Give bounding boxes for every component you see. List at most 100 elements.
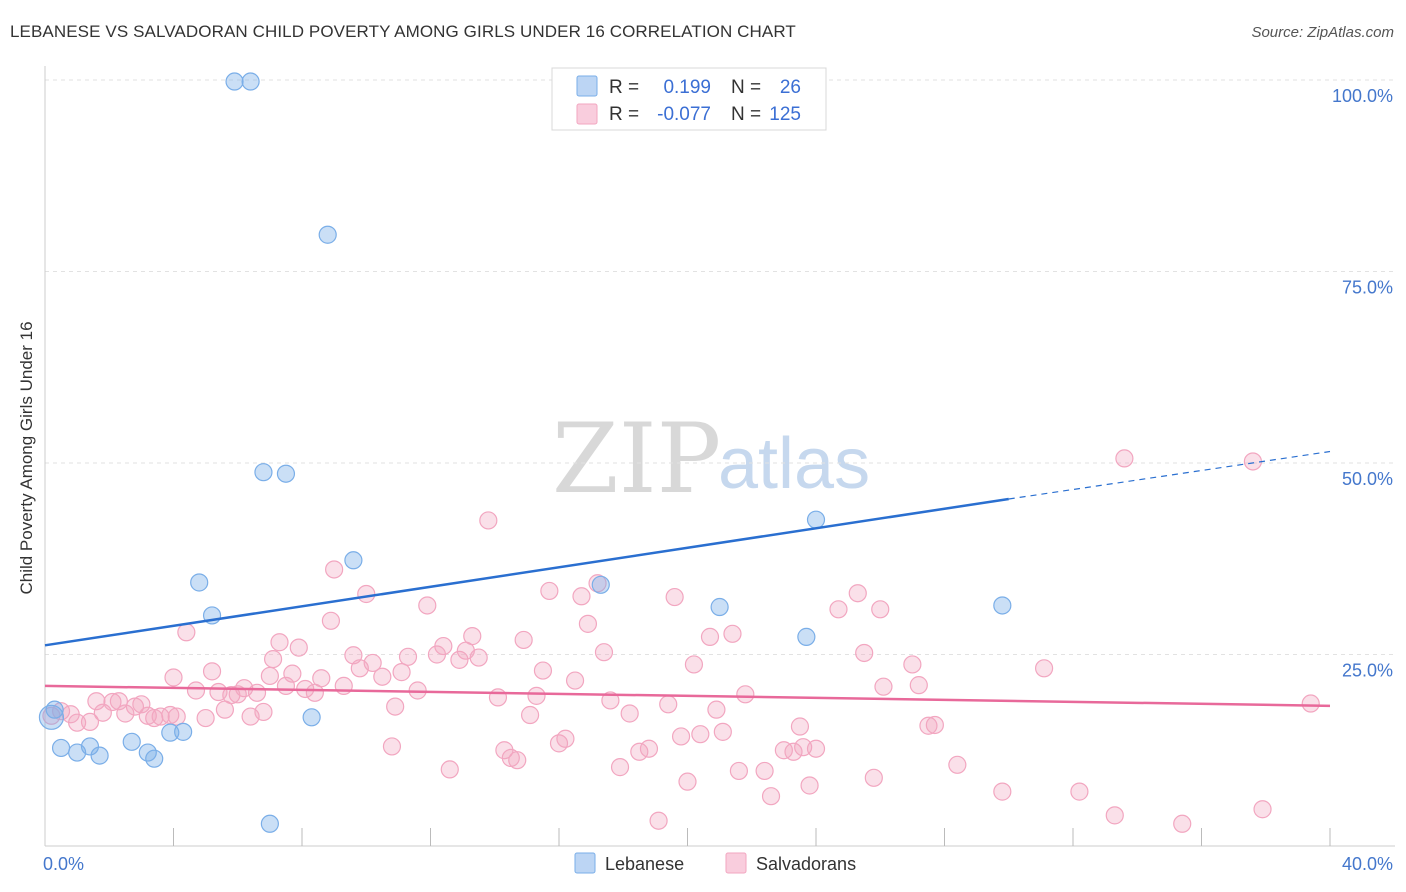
salvadoran-point-114 (993, 782, 1012, 801)
salvadoran-point-79 (620, 704, 639, 723)
salvadoran-point-77 (601, 691, 620, 710)
salvadoran-point-9 (116, 704, 135, 723)
lebanese-point-19 (344, 551, 363, 570)
lebanese-point-8 (161, 723, 180, 742)
lebanese-point-17 (302, 708, 321, 727)
salvadoran-point-64 (508, 751, 527, 770)
legend-n-value-2: 125 (769, 104, 801, 125)
lebanese-point-10 (190, 573, 209, 592)
legend-r-label-1: R = (609, 77, 639, 98)
salvadoran-point-11 (132, 695, 151, 714)
y-tick-label-2: 50.0% (1342, 469, 1393, 489)
lebanese-point-20 (591, 575, 610, 594)
axes (44, 66, 1395, 847)
salvadoran-point-5 (87, 692, 106, 711)
salvadoran-point-20 (196, 708, 215, 728)
salvadoran-point-49 (392, 663, 411, 682)
bottom-legend-lebanese: Lebanese (605, 854, 684, 874)
legend-r-value-2: -0.077 (657, 104, 711, 125)
salvadoran-point-32 (270, 633, 289, 652)
source-credit: Source: ZipAtlas.com (1251, 24, 1394, 41)
salvadoran-point-71 (556, 729, 575, 748)
salvadoran-point-66 (520, 705, 540, 725)
lebanese-point-13 (241, 72, 260, 91)
salvadoran-point-55 (440, 760, 459, 779)
salvadoran-point-85 (671, 727, 691, 746)
salvadoran-point-121 (1253, 800, 1272, 819)
lebanese-point-25 (45, 700, 64, 719)
salvadoran-point-112 (925, 715, 944, 735)
salvadoran-point-81 (639, 739, 659, 758)
salvadoran-point-38 (312, 669, 331, 688)
bottom-legend-salvadoran: Salvadorans (756, 854, 856, 874)
salvadoran-point-56 (450, 650, 469, 669)
salvadoran-point-68 (533, 661, 553, 680)
salvadoran-point-107 (874, 677, 893, 696)
bottom-legend-swatch-salvadoran (725, 852, 747, 874)
lebanese-trend-extension (1008, 450, 1331, 500)
salvadoran-point-21 (202, 662, 222, 681)
y-axis-title: Child Poverty Among Girls Under 16 (17, 321, 36, 594)
lebanese-point-7 (145, 749, 164, 768)
lebanese-trend-line (44, 497, 1009, 647)
salvadoran-point-94 (736, 685, 755, 704)
salvadoran-point-86 (678, 772, 697, 791)
salvadoran-point-111 (919, 716, 938, 735)
salvadoran-point-40 (325, 560, 344, 579)
bottom-legend-swatch-lebanese (574, 852, 596, 874)
salvadoran-point-92 (723, 624, 742, 643)
salvadoran-point-47 (382, 737, 402, 756)
salvadoran-point-103 (829, 600, 848, 619)
legend-swatch-lebanese (576, 75, 598, 97)
salvadoran-point-74 (578, 614, 598, 633)
salvadoran-point-70 (549, 734, 569, 753)
salvadoran-point-76 (594, 643, 614, 662)
tick-labels: 100.0% 75.0% 50.0% 25.0% 0.0% 40.0% (43, 86, 1393, 874)
salvadoran-point-31 (263, 649, 283, 669)
salvadoran-point-104 (848, 584, 867, 603)
salvadoran-point-35 (289, 638, 308, 657)
salvadoran-point-58 (463, 627, 482, 646)
salvadoran-point-110 (909, 676, 928, 695)
salvadoran-point-116 (1070, 782, 1089, 801)
salvadoran-point-19 (186, 681, 206, 700)
salvadoran-point-15 (161, 705, 180, 725)
trend-lines (44, 450, 1331, 708)
salvadoran-point-72 (565, 671, 585, 690)
watermark: ZIP atlas (552, 403, 870, 515)
watermark-atlas: atlas (718, 424, 870, 504)
salvadoran-point-30 (260, 666, 279, 686)
legend-n-value-1: 26 (780, 77, 801, 98)
salvadoran-point-45 (363, 653, 382, 673)
salvadoran-point-120 (1243, 452, 1263, 471)
legend-swatch-salvadoran (576, 103, 598, 125)
salvadoran-point-7 (103, 692, 122, 712)
lebanese-point-5 (122, 732, 141, 751)
gridlines (45, 79, 1395, 655)
x-tick-label-1: 40.0% (1342, 854, 1393, 874)
legend-r-value-1: 0.199 (663, 77, 711, 98)
salvadoran-point-118 (1115, 449, 1134, 468)
salvadoran-point-89 (700, 627, 720, 646)
lebanese-point-23 (806, 510, 826, 529)
salvadoran-point-52 (418, 596, 437, 615)
salvadoran-point-50 (398, 647, 418, 666)
salvadoran-point-44 (357, 584, 376, 604)
lebanese-point-24 (993, 596, 1012, 615)
lebanese-point-14 (254, 463, 273, 482)
salvadoran-point-46 (373, 667, 392, 686)
legend-n-label-2: N = (731, 104, 761, 125)
lebanese-point-21 (710, 597, 729, 617)
salvadoran-point-29 (254, 702, 273, 722)
salvadoran-point-16 (164, 668, 183, 687)
salvadoran-point-34 (283, 664, 302, 683)
salvadoran-point-119 (1173, 814, 1192, 833)
salvadoran-point-88 (691, 725, 710, 744)
salvadoran-point-98 (784, 742, 803, 761)
lebanese-point-22 (797, 627, 816, 646)
correlation-legend: R = 0.199 N = 26 R = -0.077 N = 125 (551, 67, 827, 131)
lebanese-point-4 (90, 746, 109, 765)
salvadoran-point-113 (948, 755, 967, 774)
salvadoran-point-96 (761, 787, 781, 806)
